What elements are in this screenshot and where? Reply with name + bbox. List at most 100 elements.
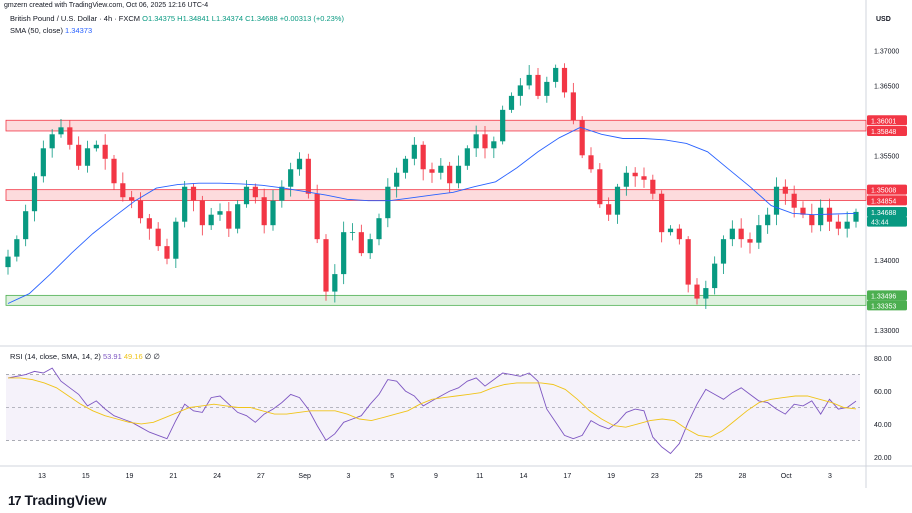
candle [773,186,780,215]
rsi-line [7,367,857,455]
candle [738,228,744,240]
candle [323,239,329,292]
candle [517,85,523,96]
candle [650,179,656,194]
candle [747,239,753,243]
price-label: 1.33496 [871,293,896,300]
tradingview-logo-icon: 17 [8,492,22,508]
price-label-box [867,184,907,195]
candle [756,225,762,243]
time-tick-label: 19 [607,473,615,480]
candle [243,186,250,205]
candle [826,207,833,222]
price-label-box [867,216,907,227]
candle [720,239,727,264]
price-tick-label: 1.33000 [874,328,899,335]
candle [659,193,665,233]
candle [358,232,364,254]
price-label: 1.35848 [871,129,896,136]
candle [341,232,347,275]
price-tick-label: 1.37000 [874,48,899,55]
time-tick-label: Oct [781,473,792,480]
price-label-box [867,207,907,218]
candle [526,74,532,86]
price-axis[interactable]: 1.37000 1.36500 1.35500 1.34000 1.33000 80.00… [874,48,899,461]
candle [455,165,462,184]
candle [685,239,691,285]
candle [190,186,197,201]
candle [182,186,188,222]
candle [438,165,444,173]
candle [835,221,841,229]
price-zones [5,119,867,306]
price-label: 1.34854 [871,198,896,205]
candle [853,211,859,222]
time-tick-label: 21 [169,473,177,480]
candle [429,169,435,173]
candle [694,284,700,299]
candle [809,214,815,226]
candle [314,193,320,240]
candle [765,214,771,226]
price-label: 1.34688 [871,210,896,217]
price-label: 1.35008 [871,188,896,195]
candle [579,120,585,156]
time-tick-label: 15 [82,473,90,480]
candle [137,200,144,219]
sma-value: 1.34373 [65,26,93,35]
candle [844,221,850,229]
rsi-legend[interactable]: RSI (14, close, SMA, 14, 2) 53.91 49.16 … [10,352,160,361]
symbol-legend: British Pound / U.S. Dollar · 4h · FXCM … [10,14,344,23]
sma-legend[interactable]: SMA (50, close) 1.34373 [10,26,92,35]
candle [712,263,718,289]
grid [0,0,912,488]
price-label: 43:44 [871,220,889,227]
time-tick-label: Sep [298,473,311,480]
candle [217,211,223,215]
time-tick-label: 13 [38,473,46,480]
candles [5,63,859,309]
candle [31,176,38,212]
resist-zone [5,119,867,132]
candle [199,200,205,226]
candle [729,228,735,240]
rsi-pane [6,367,860,455]
candle [376,218,382,240]
candle [146,218,152,229]
symbol-name[interactable]: British Pound / U.S. Dollar · 4h · FXCM [10,14,141,23]
candle [667,228,674,233]
chart-credit: gmzern created with TradingView.com, Oct… [4,2,209,9]
time-axis[interactable]: 13 15 19 21 24 27 Sep 3 5 9 11 14 17 19 23 25 28 Oct 3 [38,473,832,480]
rsi-value: 53.91 [102,352,122,361]
candle [402,158,409,173]
candle [5,256,11,268]
candle [226,211,232,229]
candle [614,186,621,215]
candle [235,204,241,229]
time-tick-label: 3 [346,473,350,480]
candle [14,239,20,257]
candle [676,228,682,240]
candle [49,134,55,149]
candle [623,172,629,187]
candle [544,81,550,96]
candle [464,148,470,166]
price-chart[interactable]: 1.37000 1.36500 1.35500 1.34000 1.33000 80.00… [0,0,912,488]
rsi-tick-label: 20.00 [874,455,892,462]
price-tick-label: 1.35500 [874,153,899,160]
candle [818,207,824,226]
candle [535,74,541,96]
price-labels: 1.36001 1.35848 1.35008 1.34854 1.34688 43:44… [867,115,907,311]
candle [111,158,117,184]
currency-label[interactable]: USD [876,16,891,23]
tradingview-brand[interactable]: 17 TradingView [8,492,107,508]
candle [606,204,612,215]
candle [58,127,64,135]
rsi-tick-label: 80.00 [874,356,892,363]
candle [782,186,788,194]
candle [473,134,479,149]
candle [102,144,108,159]
sma-label: SMA (50, close) [10,26,63,35]
candle [791,193,797,208]
time-tick-label: 17 [563,473,571,480]
